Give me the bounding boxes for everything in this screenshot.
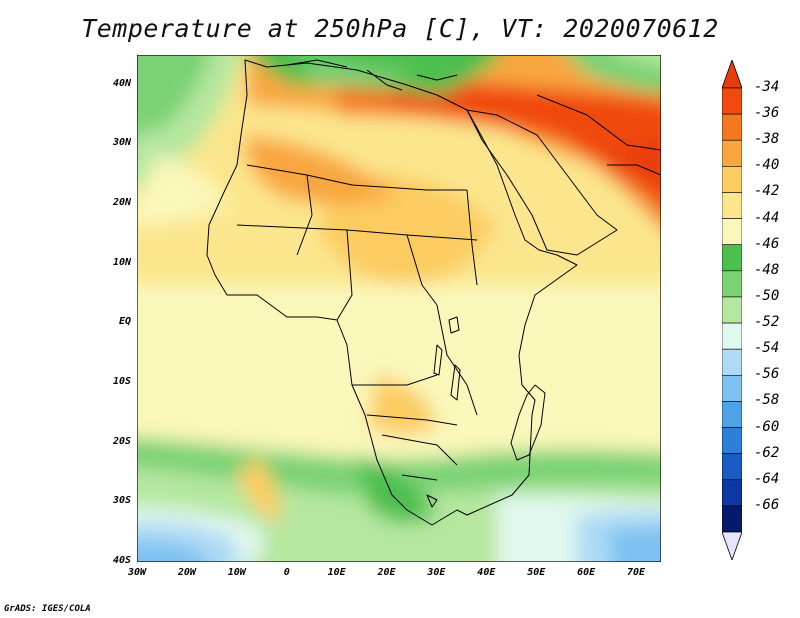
colorbar-box (722, 296, 742, 324)
temperature-map (137, 55, 661, 562)
lon-label: 70E (627, 567, 646, 578)
colorbar-box (722, 244, 742, 272)
colorbar-label: -44 (754, 209, 780, 226)
lon-label: 20W (177, 567, 196, 578)
lon-label: 30W (127, 567, 147, 578)
lat-label: 20S (112, 435, 131, 447)
colorbar-over-triangle (722, 60, 742, 89)
colorbar-box (722, 218, 742, 246)
lat-label: 10S (112, 376, 131, 388)
grads-credit: GrADS: IGES/COLA (4, 604, 91, 614)
lon-label: 30E (427, 567, 446, 578)
lon-label: 10W (227, 567, 246, 578)
colorbar-label: -66 (754, 496, 780, 513)
temperature-shading (137, 55, 661, 562)
colorbar-label: -56 (754, 366, 780, 383)
lon-label: 0 (283, 567, 290, 578)
lon-label: 50E (527, 567, 546, 578)
colorbar (722, 60, 742, 560)
lat-label: 30N (112, 137, 131, 149)
colorbar-box (722, 270, 742, 298)
colorbar-label: -52 (754, 314, 780, 331)
lat-label: 40N (112, 77, 131, 89)
colorbar-label: -36 (754, 105, 780, 122)
coastlines (206, 59, 661, 526)
colorbar-box (722, 505, 742, 533)
colorbar-box (722, 453, 742, 481)
colorbar-label: -62 (754, 444, 780, 461)
lat-label: EQ (118, 316, 131, 328)
colorbar-under-triangle (722, 531, 742, 560)
colorbar-label: -64 (754, 470, 780, 487)
colorbar-box (722, 427, 742, 454)
lon-label: 10E (327, 567, 346, 578)
colorbar-label: -42 (754, 183, 780, 200)
colorbar-label: -46 (754, 235, 780, 252)
colorbar-label: -60 (754, 418, 780, 435)
colorbar-label: -54 (754, 340, 780, 357)
colorbar-box (722, 87, 742, 115)
colorbar-label: -48 (754, 261, 780, 278)
lon-label: 40E (477, 567, 496, 578)
colorbar-label: -40 (754, 157, 780, 174)
colorbar-box (722, 113, 742, 141)
colorbar-box (722, 348, 742, 376)
colorbar-label: -50 (754, 287, 780, 304)
colorbar-box (722, 374, 742, 402)
lat-label: 10N (112, 256, 131, 268)
lat-label: 40S (112, 555, 131, 566)
lat-label: 20N (112, 197, 131, 209)
colorbar-box (722, 192, 742, 219)
map-title: Temperature at 250hPa [C], VT: 202007061… (81, 14, 719, 43)
colorbar-box (722, 401, 742, 428)
colorbar-box (722, 479, 742, 507)
lat-label: 30S (112, 495, 131, 507)
lon-label: 60E (577, 567, 596, 578)
colorbar-box (722, 139, 742, 167)
colorbar-label: -38 (754, 131, 780, 148)
lon-label: 20E (377, 567, 396, 578)
colorbar-box (722, 322, 742, 350)
colorbar-label: -34 (754, 79, 780, 95)
colorbar-box (722, 166, 742, 193)
colorbar-label: -58 (754, 392, 780, 409)
